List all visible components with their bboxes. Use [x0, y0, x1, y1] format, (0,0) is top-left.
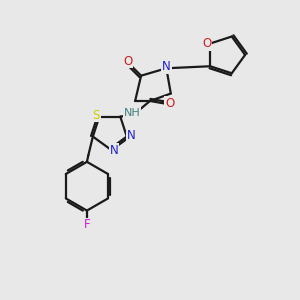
Text: NH: NH	[124, 108, 140, 118]
Text: F: F	[84, 218, 90, 231]
Text: O: O	[165, 97, 174, 110]
Text: O: O	[202, 37, 211, 50]
Text: O: O	[123, 55, 133, 68]
Text: N: N	[127, 129, 136, 142]
Text: S: S	[93, 109, 100, 122]
Text: N: N	[110, 144, 119, 157]
Text: N: N	[162, 60, 171, 73]
